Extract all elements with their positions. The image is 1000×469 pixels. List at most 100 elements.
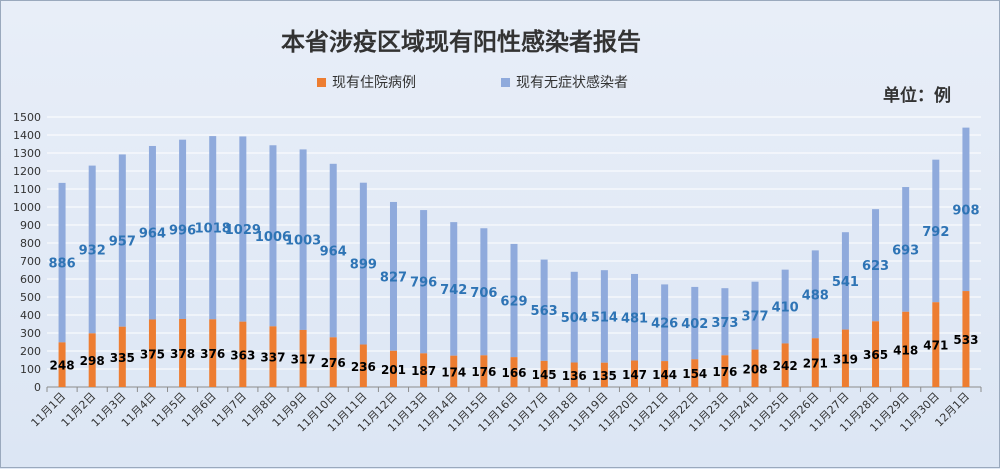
bar-asymptomatic bbox=[359, 182, 367, 345]
data-label-asymptomatic: 377 bbox=[741, 310, 768, 325]
data-label-asymptomatic: 1018 bbox=[195, 222, 231, 237]
data-label-asymptomatic: 488 bbox=[802, 288, 829, 303]
y-tick-label: 700 bbox=[20, 255, 41, 268]
bar-hospitalized bbox=[239, 321, 247, 387]
bar-asymptomatic bbox=[299, 149, 307, 330]
bar-hospitalized bbox=[450, 355, 458, 387]
data-label-hospitalized: 271 bbox=[803, 357, 828, 371]
data-label-hospitalized: 174 bbox=[441, 365, 466, 379]
data-label-hospitalized: 317 bbox=[291, 352, 316, 366]
bar-asymptomatic bbox=[661, 284, 669, 362]
bar-asymptomatic bbox=[932, 159, 940, 303]
bars bbox=[58, 127, 970, 387]
chart-title: 本省涉疫区域现有阳性感染者报告 bbox=[281, 28, 641, 56]
bar-hospitalized bbox=[329, 337, 337, 387]
bar-asymptomatic bbox=[329, 163, 337, 338]
data-label-hospitalized: 248 bbox=[50, 359, 75, 373]
data-label-asymptomatic: 623 bbox=[862, 259, 889, 274]
data-label-asymptomatic: 693 bbox=[892, 243, 919, 258]
data-label-hospitalized: 201 bbox=[381, 363, 406, 377]
bar-hospitalized bbox=[389, 350, 397, 387]
bar-hospitalized bbox=[872, 321, 880, 387]
data-label-hospitalized: 533 bbox=[953, 333, 978, 347]
bar-asymptomatic bbox=[420, 210, 428, 354]
bar-hospitalized bbox=[902, 311, 910, 387]
bar-hospitalized bbox=[269, 326, 277, 387]
y-tick-label: 800 bbox=[20, 237, 41, 250]
bar-hospitalized bbox=[88, 333, 96, 387]
y-tick-label: 600 bbox=[20, 273, 41, 286]
data-label-asymptomatic: 541 bbox=[832, 275, 859, 290]
y-tick-label: 1200 bbox=[13, 165, 41, 178]
data-label-hospitalized: 236 bbox=[351, 360, 376, 374]
bar-asymptomatic bbox=[239, 136, 247, 322]
bar-asymptomatic bbox=[540, 259, 548, 361]
bar-asymptomatic bbox=[872, 209, 880, 322]
bar-asymptomatic bbox=[269, 145, 277, 327]
y-tick-label: 1000 bbox=[13, 201, 41, 214]
data-label-hospitalized: 187 bbox=[411, 364, 436, 378]
bar-hospitalized bbox=[721, 355, 729, 387]
legend-swatch-hospitalized bbox=[317, 78, 326, 87]
bar-asymptomatic bbox=[902, 187, 910, 312]
data-label-hospitalized: 136 bbox=[562, 369, 587, 383]
data-label-asymptomatic: 1029 bbox=[225, 223, 261, 238]
data-label-hospitalized: 376 bbox=[200, 347, 225, 361]
data-label-asymptomatic: 796 bbox=[410, 276, 437, 291]
bar-asymptomatic bbox=[389, 201, 397, 351]
bar-asymptomatic bbox=[88, 165, 96, 334]
y-tick-label: 500 bbox=[20, 291, 41, 304]
bar-asymptomatic bbox=[148, 145, 156, 320]
bar-hospitalized bbox=[480, 355, 488, 387]
bar-asymptomatic bbox=[118, 154, 126, 327]
data-label-hospitalized: 335 bbox=[110, 351, 135, 365]
bar-hospitalized bbox=[841, 329, 849, 387]
data-label-asymptomatic: 514 bbox=[591, 310, 618, 325]
data-label-asymptomatic: 481 bbox=[621, 311, 648, 326]
bar-asymptomatic bbox=[179, 139, 187, 319]
data-label-asymptomatic: 964 bbox=[320, 245, 347, 260]
bar-hospitalized bbox=[420, 353, 428, 387]
bar-hospitalized bbox=[661, 361, 669, 387]
data-label-asymptomatic: 402 bbox=[681, 317, 708, 332]
data-label-hospitalized: 145 bbox=[532, 368, 557, 382]
bar-asymptomatic bbox=[781, 269, 789, 344]
bar-hospitalized bbox=[600, 362, 608, 387]
x-axis: 11月1日11月2日11月3日11月4日11月5日11月6日11月7日11月8日… bbox=[29, 387, 982, 434]
data-label-asymptomatic: 996 bbox=[169, 223, 196, 238]
data-label-asymptomatic: 886 bbox=[48, 257, 75, 272]
legend-label-asymptomatic: 现有无症状感染者 bbox=[516, 74, 628, 91]
bar-hospitalized bbox=[209, 319, 217, 387]
y-tick-label: 200 bbox=[20, 345, 41, 358]
data-label-hospitalized: 147 bbox=[622, 368, 647, 382]
data-label-hospitalized: 378 bbox=[170, 347, 195, 361]
data-label-asymptomatic: 410 bbox=[772, 301, 799, 316]
bar-asymptomatic bbox=[600, 270, 608, 363]
bar-asymptomatic bbox=[510, 243, 518, 358]
bar-asymptomatic bbox=[721, 288, 729, 356]
y-tick-label: 1300 bbox=[13, 147, 41, 160]
data-label-hospitalized: 154 bbox=[682, 367, 707, 381]
y-tick-label: 1100 bbox=[13, 183, 41, 196]
bar-hospitalized bbox=[510, 357, 518, 387]
data-label-asymptomatic: 426 bbox=[651, 317, 678, 332]
data-label-hospitalized: 208 bbox=[743, 362, 768, 376]
y-tick-label: 300 bbox=[20, 327, 41, 340]
bar-asymptomatic bbox=[811, 250, 819, 339]
data-label-hospitalized: 471 bbox=[923, 339, 948, 353]
data-label-hospitalized: 363 bbox=[230, 348, 255, 362]
unit-label: 单位：例 bbox=[883, 85, 951, 106]
bar-hospitalized bbox=[179, 318, 187, 387]
legend-label-hospitalized: 现有住院病例 bbox=[332, 75, 416, 91]
bar-hospitalized bbox=[691, 359, 699, 387]
y-tick-label: 0 bbox=[34, 381, 41, 394]
legend: 现有住院病例 现有无症状感染者 bbox=[317, 74, 628, 91]
y-tick-label: 400 bbox=[20, 309, 41, 322]
data-labels: 248 886 298 932 335 957 375 964 378 996 376 1018 363… bbox=[48, 203, 979, 383]
data-label-hospitalized: 276 bbox=[321, 356, 346, 370]
data-label-asymptomatic: 504 bbox=[561, 311, 588, 326]
bar-hospitalized bbox=[118, 326, 126, 387]
data-label-asymptomatic: 908 bbox=[952, 203, 979, 218]
